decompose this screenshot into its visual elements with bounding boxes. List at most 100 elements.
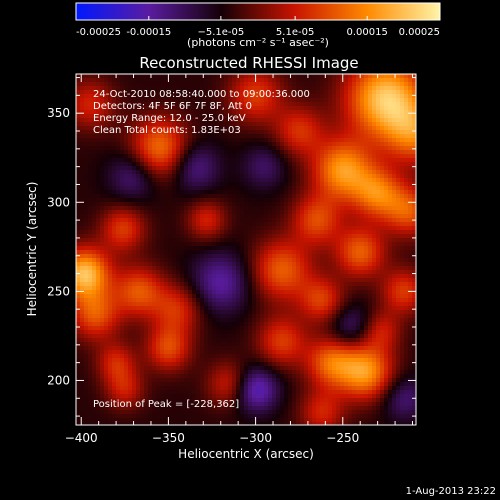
heatmap-cell	[200, 306, 205, 311]
heatmap-cell	[152, 182, 157, 187]
heatmap-cell	[220, 202, 225, 207]
heatmap-cell	[92, 250, 97, 255]
heatmap-cell	[192, 142, 197, 147]
heatmap-cell	[180, 74, 185, 79]
heatmap-cell	[108, 130, 113, 135]
heatmap-cell	[164, 238, 169, 243]
heatmap-cell	[248, 210, 253, 215]
heatmap-cell	[132, 350, 137, 355]
heatmap-cell	[168, 298, 173, 303]
heatmap-cell	[120, 310, 125, 315]
heatmap-cell	[180, 210, 185, 215]
heatmap-cell	[168, 322, 173, 327]
heatmap-cell	[76, 410, 81, 415]
heatmap-cell	[252, 138, 257, 143]
heatmap-cell	[164, 378, 169, 383]
heatmap-cell	[108, 286, 113, 291]
heatmap-cell	[100, 238, 105, 243]
heatmap-cell	[80, 94, 85, 99]
heatmap-cell	[268, 154, 273, 159]
heatmap-cell	[268, 386, 273, 391]
heatmap-cell	[128, 258, 133, 263]
heatmap-cell	[236, 278, 241, 283]
heatmap-cell	[160, 342, 165, 347]
heatmap-cell	[128, 410, 133, 415]
heatmap-cell	[196, 334, 201, 339]
heatmap-cell	[180, 130, 185, 135]
heatmap-cell	[248, 198, 253, 203]
heatmap-cell	[176, 366, 181, 371]
heatmap-cell	[292, 210, 297, 215]
heatmap-cell	[132, 242, 137, 247]
heatmap-cell	[188, 338, 193, 343]
heatmap-cell	[252, 202, 257, 207]
heatmap-cell	[264, 78, 269, 83]
heatmap-cell	[120, 250, 125, 255]
heatmap-cell	[196, 122, 201, 127]
heatmap-cell	[144, 74, 149, 79]
heatmap-cell	[228, 346, 233, 351]
heatmap-cell	[300, 278, 305, 283]
heatmap-cell	[184, 150, 189, 155]
heatmap-cell	[296, 150, 301, 155]
heatmap-cell	[164, 158, 169, 163]
heatmap-cell	[88, 282, 93, 287]
heatmap-cell	[80, 382, 85, 387]
heatmap-cell	[104, 238, 109, 243]
heatmap-cell	[280, 394, 285, 399]
heatmap-cell	[104, 282, 109, 287]
heatmap-cell	[264, 314, 269, 319]
heatmap-cell	[104, 266, 109, 271]
heatmap-cell	[128, 110, 133, 115]
heatmap-cell	[292, 398, 297, 403]
heatmap-cell	[84, 410, 89, 415]
heatmap-cell	[224, 294, 229, 299]
heatmap-cell	[188, 386, 193, 391]
heatmap-cell	[92, 166, 97, 171]
heatmap-cell	[128, 322, 133, 327]
heatmap-cell	[164, 218, 169, 223]
heatmap-cell	[124, 218, 129, 223]
heatmap-cell	[184, 322, 189, 327]
heatmap-cell	[256, 410, 261, 415]
heatmap-cell	[252, 146, 257, 151]
heatmap-cell	[228, 314, 233, 319]
heatmap-cell	[256, 150, 261, 155]
heatmap-cell	[300, 86, 305, 91]
heatmap-cell	[228, 130, 233, 135]
heatmap-cell	[180, 326, 185, 331]
heatmap-cell	[252, 254, 257, 259]
heatmap-cell	[148, 322, 153, 327]
heatmap-cell	[240, 306, 245, 311]
heatmap-cell	[116, 318, 121, 323]
heatmap-cell	[228, 254, 233, 259]
heatmap-cell	[100, 282, 105, 287]
heatmap-cell	[204, 278, 209, 283]
heatmap-cell	[136, 202, 141, 207]
heatmap-cell	[172, 298, 177, 303]
heatmap-cell	[120, 234, 125, 239]
heatmap-cell	[100, 210, 105, 215]
heatmap-cell	[204, 190, 209, 195]
heatmap-cell	[164, 270, 169, 275]
heatmap-cell	[224, 110, 229, 115]
heatmap-cell	[156, 410, 161, 415]
heatmap-cell	[252, 126, 257, 131]
heatmap-cell	[216, 90, 221, 95]
heatmap-cell	[88, 354, 93, 359]
heatmap-cell	[264, 142, 269, 147]
heatmap-cell	[264, 302, 269, 307]
heatmap-cell	[212, 150, 217, 155]
heatmap-cell	[172, 142, 177, 147]
heatmap-cell	[228, 418, 233, 423]
heatmap-cell	[208, 322, 213, 327]
heatmap-cell	[176, 254, 181, 259]
heatmap-cell	[124, 166, 129, 171]
heatmap-cell	[108, 338, 113, 343]
heatmap-cell	[204, 250, 209, 255]
heatmap-cell	[108, 418, 113, 423]
heatmap-cell	[216, 166, 221, 171]
heatmap-cell	[164, 282, 169, 287]
heatmap-cell	[264, 414, 269, 419]
heatmap-cell	[168, 278, 173, 283]
